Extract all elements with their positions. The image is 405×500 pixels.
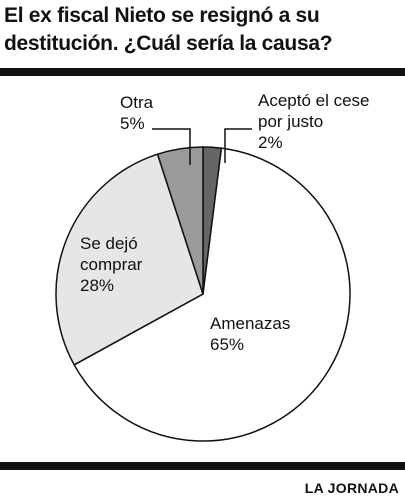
value-label: 5% [120, 114, 145, 133]
slice-label: Amenazas [210, 314, 291, 333]
value-label: 28% [80, 276, 115, 295]
chart [55, 128, 351, 442]
pie-slice [55, 153, 204, 366]
pie-slice [73, 147, 351, 442]
pie-slice [156, 146, 204, 295]
chart-title: El ex fiscal Nieto se resignó a su desti… [4, 4, 333, 55]
value-label: 2% [258, 133, 283, 152]
slice-label: Aceptó el cese por justo [258, 91, 370, 131]
source: LA JORNADA [304, 480, 399, 496]
rule [0, 462, 405, 470]
leader-line [152, 128, 191, 165]
slice-label: Se dejó comprar [80, 234, 143, 274]
value-label: 65% [210, 335, 245, 354]
slice-label: Otra [120, 93, 154, 112]
leader-line [224, 128, 252, 163]
rule [0, 68, 405, 76]
